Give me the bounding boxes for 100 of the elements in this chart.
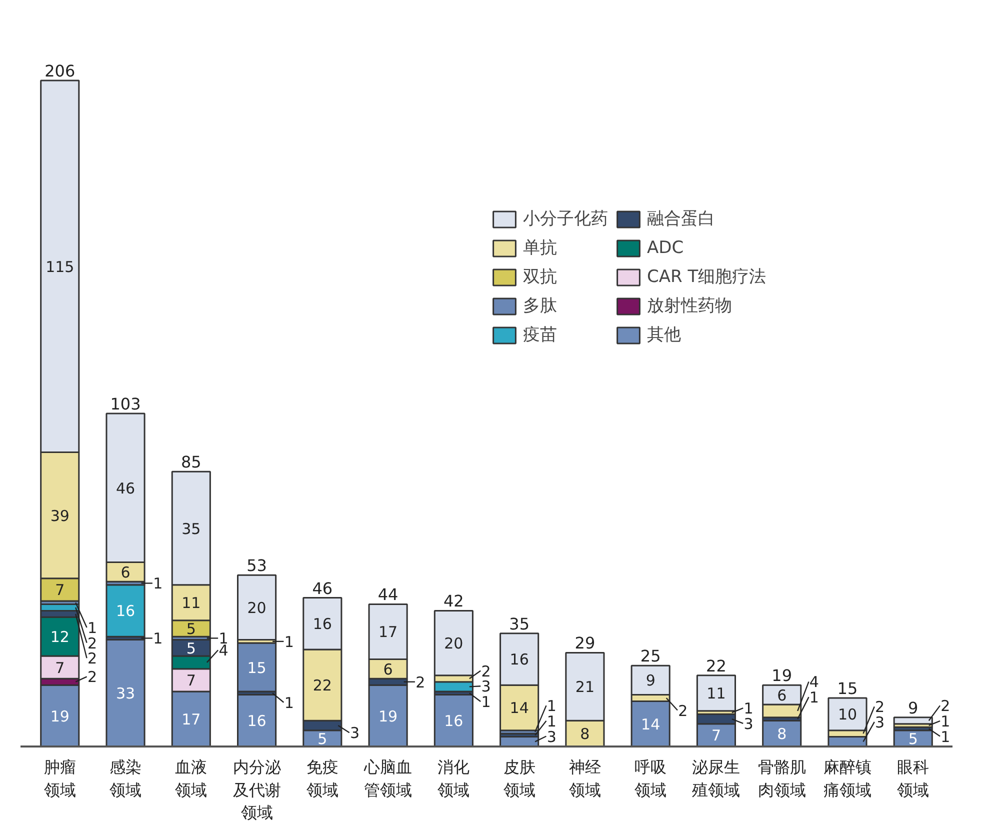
data-label: 2 [87, 650, 97, 668]
data-label: 16 [312, 615, 332, 634]
legend-label: 双抗 [523, 266, 557, 288]
data-label: 7 [186, 672, 196, 690]
x-tick-label: 感染领域 [110, 758, 142, 800]
data-label: 2 [678, 702, 688, 720]
data-label: 35 [182, 520, 201, 538]
bar [237, 574, 277, 641]
legend-label: 其他 [647, 324, 681, 346]
data-label: 12 [50, 628, 70, 646]
data-label: 115 [46, 258, 74, 276]
data-label: 10 [838, 706, 858, 724]
bar [893, 716, 933, 725]
legend-label: ADC [647, 238, 684, 258]
x-tick-label: 肿瘤领域 [44, 758, 76, 800]
data-label: 17 [378, 623, 398, 642]
data-label: 2 [481, 662, 491, 680]
data-label: 11 [706, 684, 726, 703]
x-tick-label: 呼吸领域 [634, 758, 667, 800]
data-label: 1 [940, 728, 950, 746]
total-label: 9 [908, 698, 918, 718]
data-label: 15 [247, 658, 266, 677]
data-label: 16 [247, 712, 266, 730]
data-label: 1 [87, 618, 97, 637]
data-label: 5 [908, 730, 918, 748]
data-label: 46 [116, 479, 136, 498]
data-label: 11 [182, 594, 201, 612]
data-label: 8 [580, 725, 590, 744]
bar [434, 694, 474, 746]
data-label: 16 [116, 602, 136, 620]
x-tick-label: 泌尿生殖领域 [692, 758, 740, 800]
x-tick-label: 心脑血管领域 [363, 758, 412, 800]
bar [106, 639, 146, 746]
x-tick-label: 眼科领域 [897, 758, 930, 800]
total-label: 22 [706, 656, 726, 676]
data-label: 16 [444, 712, 464, 730]
x-tick-label: 神经领域 [568, 758, 601, 800]
data-label: 6 [120, 563, 130, 582]
x-tick-label: 骨骼肌肉领域 [758, 758, 806, 800]
total-label: 19 [772, 666, 792, 686]
legend-label: 放射性药物 [647, 295, 732, 317]
total-label: 15 [837, 679, 858, 698]
data-label: 3 [350, 724, 360, 742]
data-label: 8 [777, 725, 787, 744]
total-label: 44 [378, 585, 398, 604]
data-label: 14 [641, 715, 660, 734]
total-label: 53 [246, 556, 267, 576]
data-label: 4 [809, 673, 819, 692]
data-label: 20 [444, 634, 464, 653]
data-label: 2 [87, 668, 97, 686]
x-tick-label: 皮肤领域 [503, 758, 536, 800]
data-label: 1 [153, 574, 163, 593]
legend-label: 多肽 [523, 295, 557, 317]
data-label: 1 [809, 688, 819, 707]
total-label: 25 [640, 646, 661, 666]
bar [237, 642, 277, 692]
legend-label: 疫苗 [523, 324, 557, 346]
total-label: 42 [444, 592, 464, 611]
data-label: 2 [416, 673, 426, 692]
data-label: 7 [55, 581, 65, 600]
total-label: 85 [180, 452, 202, 472]
bar [106, 584, 146, 638]
data-label: 5 [186, 639, 196, 658]
x-tick-label: 内分泌及代谢领域 [232, 758, 281, 822]
data-label: 20 [247, 598, 266, 617]
data-label: 3 [546, 728, 556, 746]
data-label: 1 [284, 694, 294, 712]
x-tick-label: 血液领域 [175, 758, 208, 800]
data-label: 5 [186, 620, 196, 638]
bar [696, 674, 736, 712]
total-label: 206 [44, 61, 76, 80]
data-label: 17 [182, 710, 201, 729]
data-label: 22 [312, 676, 332, 695]
total-label: 29 [574, 634, 596, 653]
legend-label: 单抗 [523, 237, 557, 259]
x-tick-label: 麻醉镇痛领域 [823, 758, 872, 800]
data-label: 39 [50, 506, 70, 525]
x-tick-label: 免疫领域 [306, 758, 338, 800]
data-label: 21 [575, 678, 594, 696]
total-label: 35 [509, 614, 530, 634]
data-label: 2 [87, 634, 97, 652]
data-label: 9 [646, 672, 656, 690]
data-label: 33 [116, 684, 136, 703]
data-label: 7 [55, 658, 65, 677]
data-label: 1 [284, 632, 294, 651]
bar [237, 694, 277, 746]
total-label: 46 [312, 578, 333, 598]
data-label: 19 [378, 707, 398, 726]
data-label: 5 [318, 730, 328, 748]
data-label: 7 [711, 726, 721, 745]
total-label: 103 [110, 394, 141, 414]
legend-label: 小分子化药 [523, 208, 608, 230]
legend-label: CAR T细胞疗法 [647, 266, 766, 288]
data-label: 1 [153, 630, 163, 648]
data-label: 6 [777, 686, 787, 704]
x-tick-label: 消化领域 [438, 758, 470, 800]
data-label: 14 [510, 699, 529, 718]
data-label: 19 [50, 707, 70, 726]
data-label: 16 [510, 650, 529, 669]
data-label: 6 [383, 660, 393, 678]
